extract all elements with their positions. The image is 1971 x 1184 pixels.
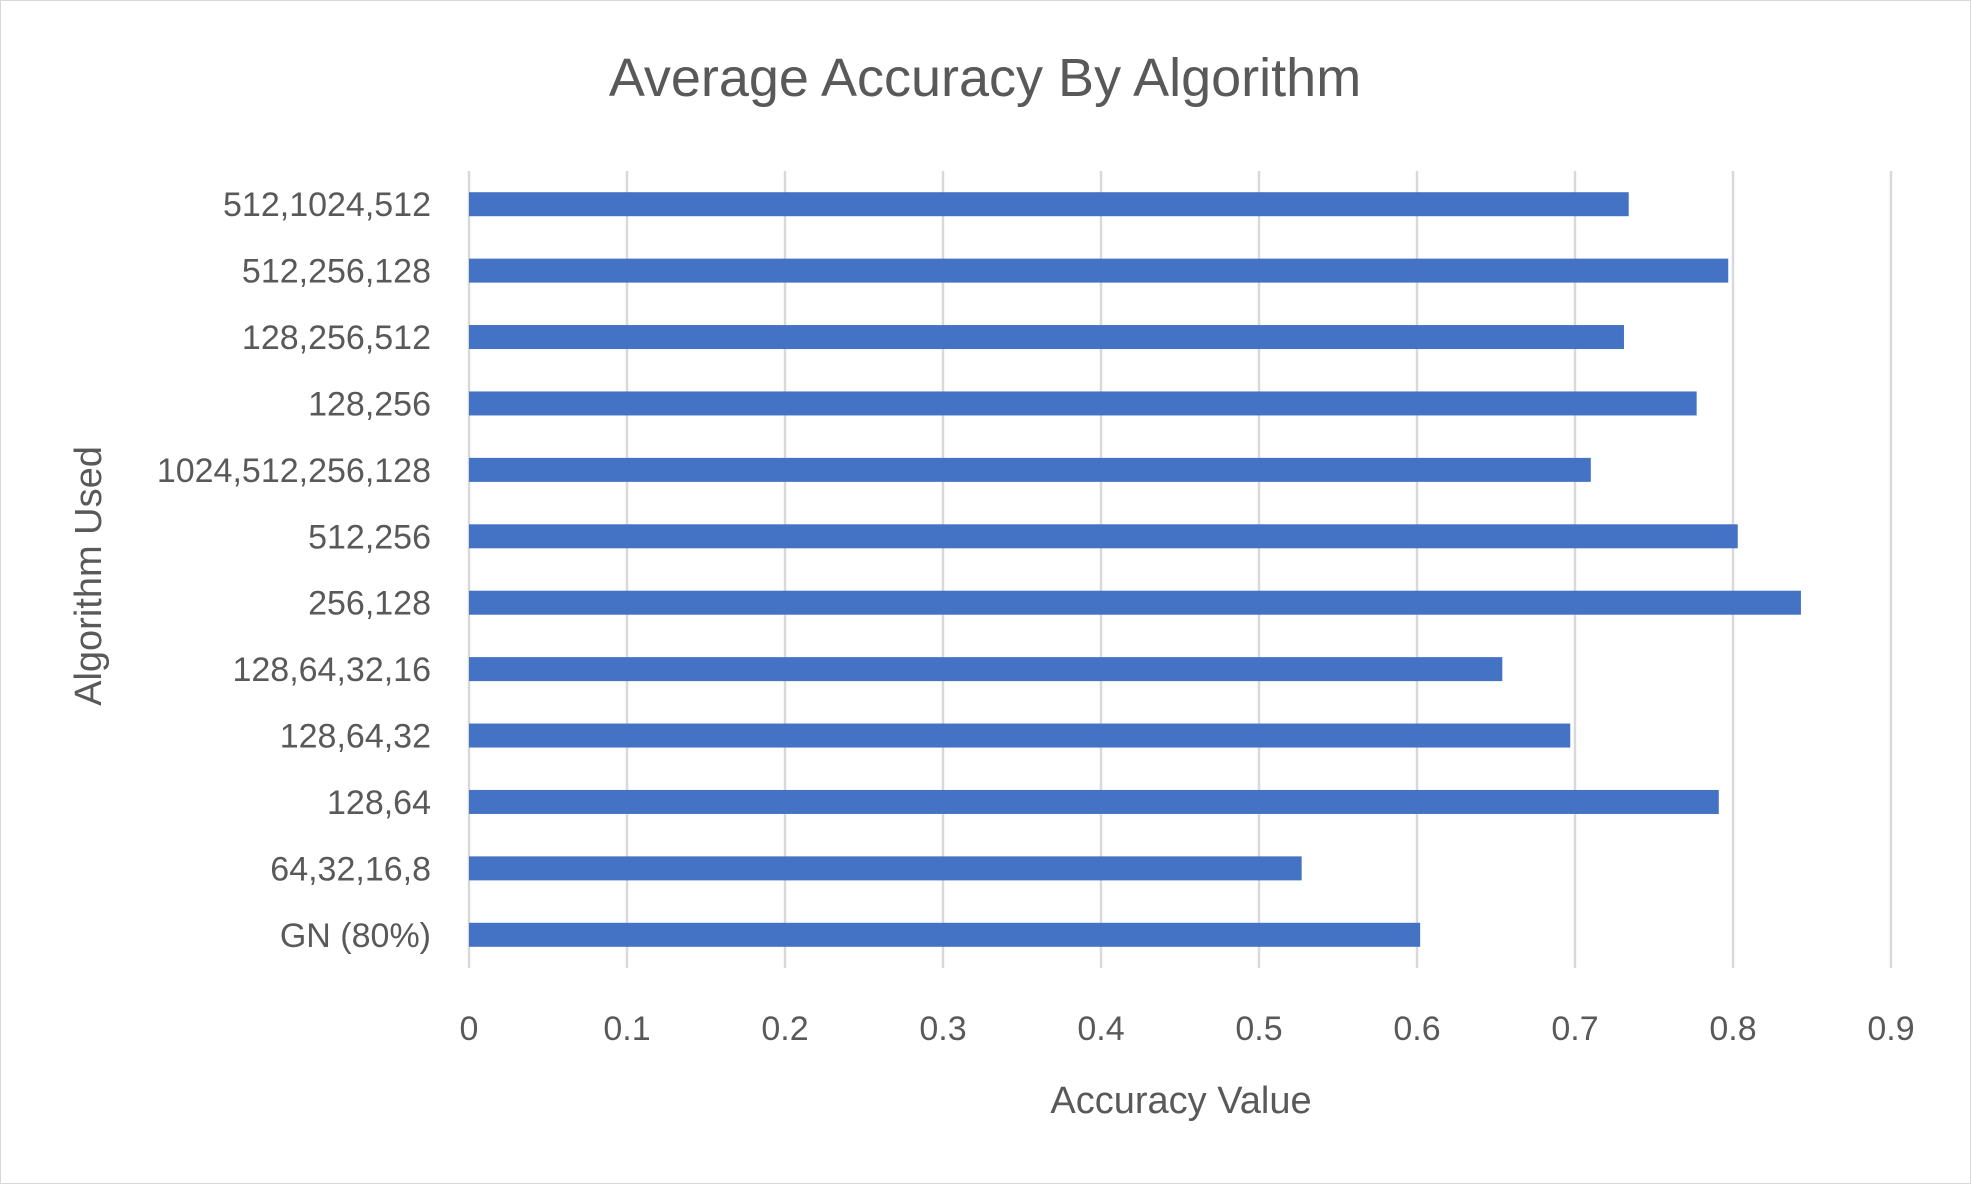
bar [469,922,1421,947]
x-axis-tick-labels: 0 0.1 0.2 0.3 0.4 0.5 0.6 0.7 0.8 0.9 [460,1010,1915,1048]
x-tick-label: 0.1 [603,1010,650,1048]
bar [469,723,1571,748]
y-tick-label: 512,256,128 [242,253,431,291]
y-tick-label: GN (80%) [280,917,431,955]
x-tick-label: 0 [460,1010,479,1048]
x-tick-label: 0.9 [1867,1010,1914,1048]
bar [469,457,1591,482]
bar [469,391,1697,416]
x-tick-label: 0.2 [761,1010,808,1048]
x-tick-label: 0.6 [1393,1010,1440,1048]
y-axis-title: Algorithm Used [68,446,110,706]
x-tick-label: 0.8 [1709,1010,1756,1048]
bar [469,789,1719,814]
y-tick-label: 128,64,32,16 [232,651,431,689]
bar [469,325,1624,350]
y-tick-label: 128,256,512 [242,319,431,357]
bars [469,192,1801,947]
bar [469,524,1738,549]
y-tick-label: 512,1024,512 [223,186,431,224]
x-tick-label: 0.7 [1551,1010,1598,1048]
bar [469,192,1629,217]
gridlines [467,171,1893,968]
x-tick-label: 0.4 [1077,1010,1124,1048]
x-tick-label: 0.5 [1235,1010,1282,1048]
y-axis-tick-labels: 512,1024,512 512,256,128 128,256,512 128,25… [157,186,431,955]
bar [469,258,1729,283]
bar [469,590,1801,615]
bar [469,856,1302,881]
y-tick-label: 1024,512,256,128 [157,452,431,490]
x-axis-title: Accuracy Value [1050,1080,1311,1122]
y-tick-label: 128,64 [327,784,431,822]
y-tick-label: 64,32,16,8 [270,850,431,888]
y-tick-label: 512,256 [308,518,431,556]
y-tick-label: 128,64,32 [280,718,431,756]
y-tick-label: 128,256 [308,385,431,423]
chart-title: Average Accuracy By Algorithm [609,48,1361,108]
bar [469,657,1503,682]
x-tick-label: 0.3 [919,1010,966,1048]
y-tick-label: 256,128 [308,585,431,623]
